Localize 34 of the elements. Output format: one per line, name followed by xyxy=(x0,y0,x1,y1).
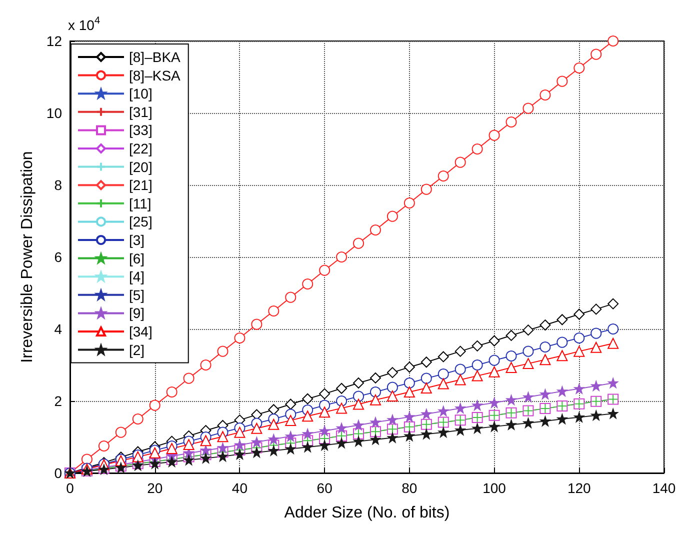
y-tick-label: 10 xyxy=(46,105,62,121)
y-tick-label: 4 xyxy=(54,321,62,337)
legend-label: [3] xyxy=(129,232,145,248)
x-tick-label: 0 xyxy=(66,480,74,496)
legend-label: [33] xyxy=(129,122,152,138)
legend-label: [5] xyxy=(129,286,145,303)
x-tick-label: 120 xyxy=(567,480,592,496)
legend-label: [8]–KSA xyxy=(129,67,182,84)
y-tick-label: 6 xyxy=(54,249,62,265)
legend-label: [25] xyxy=(129,214,152,230)
x-tick-label: 80 xyxy=(402,480,418,496)
legend-label: [11] xyxy=(129,195,152,212)
legend-label: [22] xyxy=(129,140,152,156)
legend-label: [9] xyxy=(129,305,145,322)
y-tick-label: 8 xyxy=(54,177,62,193)
y-tick-label: 12 xyxy=(46,33,62,49)
legend-label: [4] xyxy=(129,268,145,285)
legend-label: [2] xyxy=(129,342,145,358)
x-tick-label: 20 xyxy=(147,480,163,496)
legend-label: [21] xyxy=(129,177,152,194)
legend-label: [34] xyxy=(129,324,152,340)
legend-label: [10] xyxy=(129,86,152,102)
x-tick-label: 60 xyxy=(316,480,333,496)
y-tick-label: 2 xyxy=(54,393,62,409)
legend-label: [31] xyxy=(129,104,152,120)
legend-label: [20] xyxy=(129,158,152,175)
legend-label: [8]–BKA xyxy=(129,49,182,65)
x-tick-label: 40 xyxy=(232,480,248,496)
x-axis-title: Adder Size (No. of bits) xyxy=(284,504,450,522)
legend-label: [6] xyxy=(129,250,145,266)
y-tick-label: 0 xyxy=(54,465,62,481)
y-axis-title: Irreversible Power Dissipation xyxy=(19,151,36,363)
x-tick-label: 140 xyxy=(652,480,676,496)
x-tick-label: 100 xyxy=(482,480,506,496)
